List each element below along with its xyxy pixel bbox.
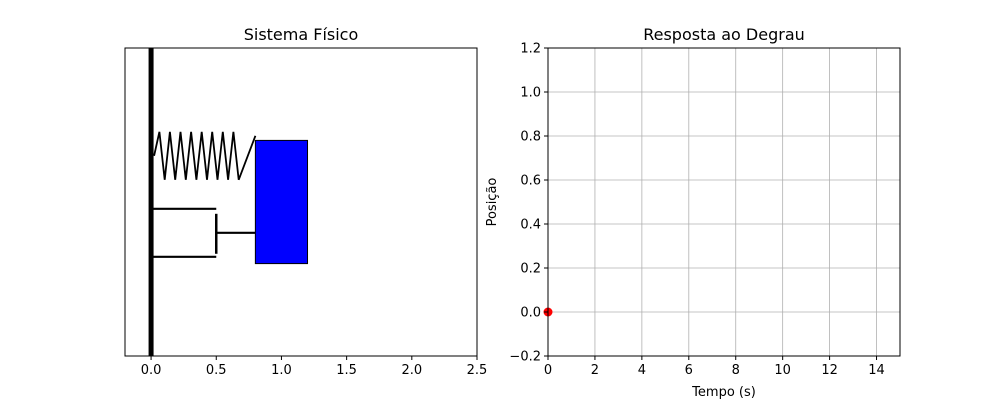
left-x-tick-label: 0.5 (206, 363, 227, 378)
step-response-plot: Resposta ao Degrau 0 2 4 6 8 10 12 14 −0.2 0.0 0.… (485, 25, 901, 400)
right-x-tick-label: 6 (685, 363, 693, 378)
physical-system-content (148, 48, 309, 356)
left-x-tick-label: 2.0 (401, 363, 422, 378)
right-x-tick-label: 0 (544, 363, 552, 378)
mass-block (254, 139, 309, 265)
step-response-title: Resposta ao Degrau (643, 25, 805, 44)
right-x-tick-label: 2 (591, 363, 599, 378)
right-x-tick-label: 4 (638, 363, 646, 378)
right-x-tick-label: 10 (774, 363, 791, 378)
right-y-ticks: −0.2 0.0 0.2 0.4 0.6 0.8 1.0 1.2 (509, 42, 548, 365)
right-y-tick-label: 1.2 (520, 42, 541, 57)
right-y-tick-label: 0.0 (520, 306, 541, 321)
left-x-tick-label: 1.0 (271, 363, 292, 378)
right-axes-frame (547, 47, 901, 357)
y-axis-label: Posição (485, 178, 500, 227)
right-y-tick-label: 1.0 (520, 86, 541, 101)
left-x-ticks: 0.0 0.5 1.0 1.5 2.0 2.5 (141, 356, 488, 378)
right-x-tick-label: 14 (868, 363, 885, 378)
spring (153, 131, 257, 181)
left-x-tick-label: 2.5 (467, 363, 488, 378)
right-y-tick-label: 0.2 (520, 262, 541, 277)
right-y-tick-label: 0.6 (520, 174, 541, 189)
right-x-tick-label: 12 (821, 363, 838, 378)
left-x-tick-label: 1.5 (336, 363, 357, 378)
right-y-tick-label: −0.2 (509, 350, 541, 365)
right-x-ticks: 0 2 4 6 8 10 12 14 (544, 356, 885, 378)
left-x-tick-label: 0.0 (141, 363, 162, 378)
x-axis-label: Tempo (s) (691, 385, 756, 400)
physical-system-title: Sistema Físico (244, 25, 359, 44)
right-x-tick-label: 8 (732, 363, 740, 378)
right-y-tick-label: 0.8 (520, 130, 541, 145)
left-axes-frame (124, 47, 478, 357)
right-grid (547, 47, 900, 357)
right-y-tick-label: 0.4 (520, 218, 541, 233)
physical-system-plot: Sistema Físico 0.0 0.5 1.0 1.5 2.0 2.5 (124, 25, 488, 378)
